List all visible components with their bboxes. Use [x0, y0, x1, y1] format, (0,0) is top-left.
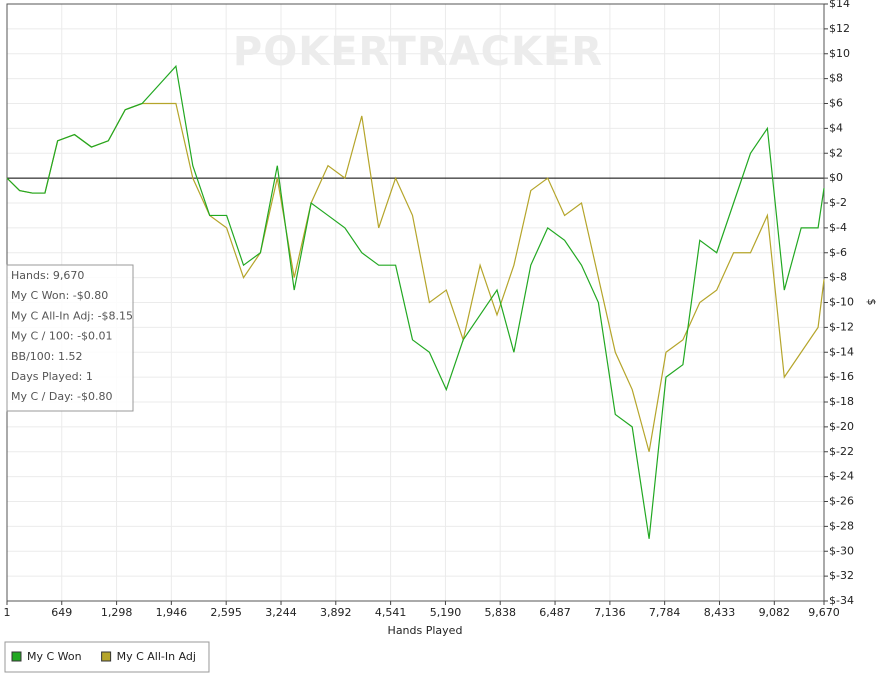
y-tick-label: $-30: [829, 544, 854, 557]
x-tick-label: 8,433: [704, 606, 736, 619]
x-tick-label: 7,136: [594, 606, 626, 619]
y-tick-label: $0: [829, 171, 843, 184]
y-tick-label: $-24: [829, 470, 854, 483]
y-tick-label: $-32: [829, 569, 854, 582]
y-tick-label: $10: [829, 47, 850, 60]
info-line: Hands: 9,670: [11, 269, 84, 282]
y-tick-label: $-34: [829, 594, 854, 607]
info-line: BB/100: 1.52: [11, 350, 83, 363]
legend-swatch: [101, 651, 112, 662]
y-tick-label: $8: [829, 72, 843, 85]
x-tick-label: 1,946: [156, 606, 188, 619]
x-tick-label: 649: [51, 606, 72, 619]
x-tick-label: 1,298: [101, 606, 133, 619]
y-tick-label: $-6: [829, 246, 847, 259]
y-tick-label: $4: [829, 121, 843, 134]
info-box: [6, 264, 134, 412]
watermark: POKERTRACKER: [233, 29, 603, 75]
x-tick-label: 7,784: [649, 606, 681, 619]
y-tick-label: $-16: [829, 370, 854, 383]
y-tick-label: $-8: [829, 271, 847, 284]
x-tick-label: 9,670: [808, 606, 840, 619]
y-tick-label: $2: [829, 146, 843, 159]
y-tick-label: $-28: [829, 519, 854, 532]
y-tick-label: $-10: [829, 296, 854, 309]
x-tick-label: 3,244: [265, 606, 297, 619]
info-line: My C Won: -$0.80: [11, 289, 108, 302]
x-tick-label: 1: [4, 606, 11, 619]
info-line: My C / 100: -$0.01: [11, 330, 113, 343]
y-tick-label: $6: [829, 97, 843, 110]
y-tick-label: $14: [829, 0, 850, 10]
x-tick-label: 5,838: [484, 606, 516, 619]
y-tick-label: $-20: [829, 420, 854, 433]
x-tick-label: 9,082: [759, 606, 791, 619]
series-line: [6, 64, 825, 539]
x-axis-label: Hands Played: [388, 624, 463, 637]
y-axis-label: $: [865, 299, 878, 306]
x-tick-label: 5,190: [430, 606, 462, 619]
y-tick-label: $12: [829, 22, 850, 35]
info-line: My C All-In Adj: -$8.15: [11, 309, 133, 322]
x-tick-label: 2,595: [210, 606, 242, 619]
info-line: My C / Day: -$0.80: [11, 390, 112, 403]
y-tick-label: $-4: [829, 221, 847, 234]
y-tick-label: $-12: [829, 320, 854, 333]
x-tick-label: 6,487: [539, 606, 571, 619]
legend-label: My C All-In Adj: [117, 650, 196, 663]
legend-swatch: [11, 651, 22, 662]
y-tick-label: $-18: [829, 395, 854, 408]
info-line: Days Played: 1: [11, 370, 93, 383]
legend-label: My C Won: [27, 650, 82, 663]
x-tick-label: 3,892: [320, 606, 352, 619]
y-tick-label: $-26: [829, 495, 854, 508]
y-tick-label: $-2: [829, 196, 847, 209]
y-tick-label: $-14: [829, 345, 854, 358]
y-tick-label: $-22: [829, 445, 854, 458]
x-tick-label: 4,541: [375, 606, 407, 619]
plot-area: [6, 3, 825, 602]
